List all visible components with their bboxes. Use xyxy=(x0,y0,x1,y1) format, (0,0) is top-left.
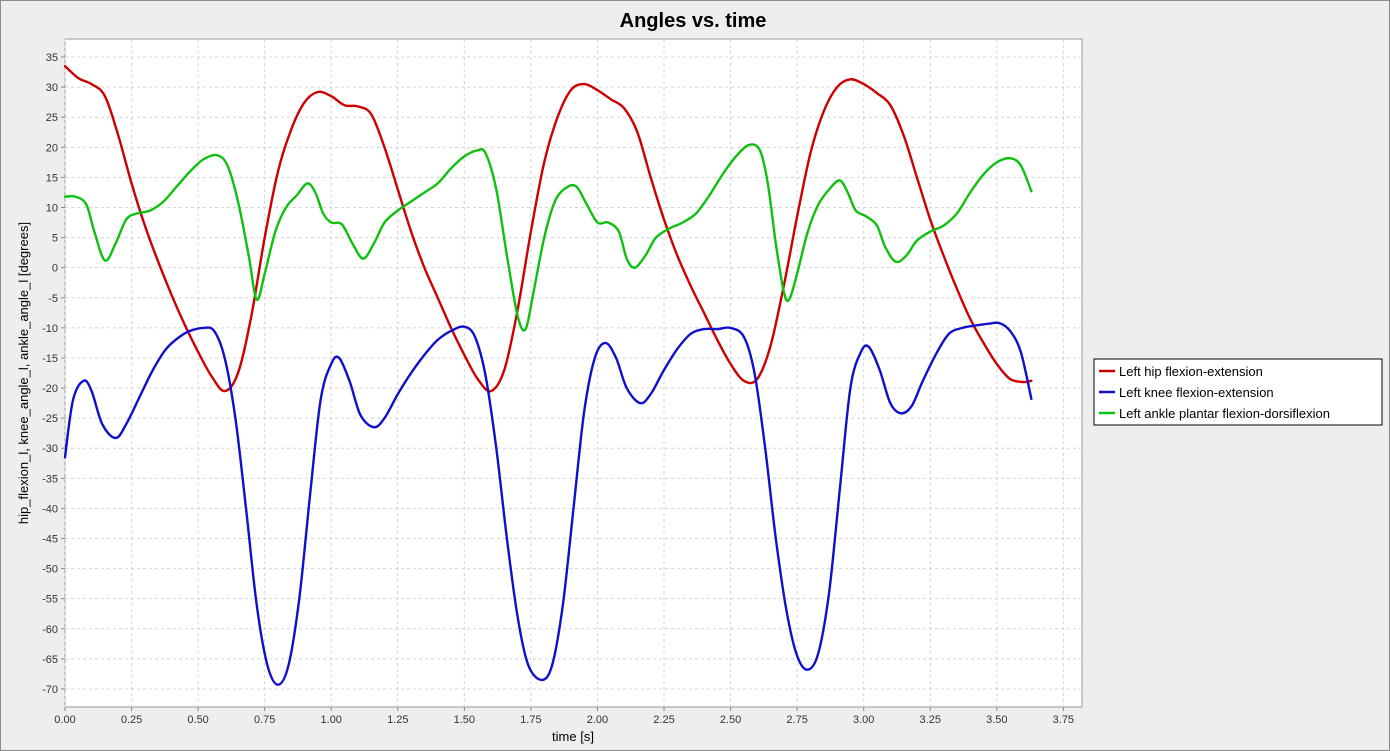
y-tick-label: -65 xyxy=(42,654,58,666)
y-tick-label: -50 xyxy=(42,564,58,576)
x-tick-label: 3.25 xyxy=(920,714,941,726)
series-group xyxy=(63,64,1033,686)
x-tick-label: 2.25 xyxy=(653,714,674,726)
x-tick-label: 1.75 xyxy=(520,714,541,726)
y-tick-label: -10 xyxy=(42,323,58,335)
y-tick-label: -60 xyxy=(42,624,58,636)
y-tick-label: 5 xyxy=(52,233,58,245)
x-tick-label: 3.75 xyxy=(1053,714,1074,726)
x-tick-label: 2.50 xyxy=(720,714,741,726)
y-tick-label: -15 xyxy=(42,353,58,365)
y-tick-label: 15 xyxy=(46,172,58,184)
series-line-knee xyxy=(63,321,1033,686)
x-tick-label: 3.50 xyxy=(986,714,1007,726)
y-tick-label: -30 xyxy=(42,443,58,455)
x-tick-label: 1.25 xyxy=(387,714,408,726)
y-tick-label: 0 xyxy=(52,263,58,275)
x-tick-label: 0.75 xyxy=(254,714,275,726)
legend-box xyxy=(1093,358,1383,426)
axes: 0.00 0.25 0.50 0.75 1.00 1.25 1.50 1.75 2.00 2.25… xyxy=(42,52,1074,726)
x-tick-label: 0.50 xyxy=(187,714,208,726)
y-tick-label: -20 xyxy=(42,383,58,395)
x-tick-label: 2.00 xyxy=(587,714,608,726)
y-tick-label: -45 xyxy=(42,533,58,545)
legend: Left hip flexion-extension Left knee fle… xyxy=(1093,358,1383,426)
y-tick-label: -35 xyxy=(42,473,58,485)
y-tick-label: 30 xyxy=(46,82,58,94)
x-tick-label: 1.00 xyxy=(321,714,342,726)
y-tick-label: 25 xyxy=(46,112,58,124)
y-axis-title: hip_flexion_l, knee_angle_l, ankle_angle… xyxy=(16,222,31,524)
grid xyxy=(64,39,1082,707)
y-tick-label: 10 xyxy=(46,203,58,215)
x-tick-label: 2.75 xyxy=(786,714,807,726)
legend-label-knee: Left knee flexion-extension xyxy=(1119,385,1274,400)
y-tick-label: -5 xyxy=(48,293,58,305)
plot-area xyxy=(64,38,1083,708)
x-tick-label: 3.00 xyxy=(853,714,874,726)
x-axis-title: time [s] xyxy=(552,729,594,744)
y-tick-label: -25 xyxy=(42,413,58,425)
y-tick-label: -40 xyxy=(42,503,58,515)
x-tick-label: 1.50 xyxy=(454,714,475,726)
y-tick-label: 20 xyxy=(46,142,58,154)
series-line-ankle xyxy=(63,143,1033,332)
y-tick-label: 35 xyxy=(46,52,58,64)
chart-title: Angles vs. time xyxy=(620,10,767,32)
y-tick-label: -70 xyxy=(42,684,58,696)
series-line-hip xyxy=(63,64,1033,393)
legend-label-ankle: Left ankle plantar flexion-dorsiflexion xyxy=(1119,406,1330,421)
legend-label-hip: Left hip flexion-extension xyxy=(1119,364,1263,379)
x-tick-label: 0.25 xyxy=(121,714,142,726)
x-tick-label: 0.00 xyxy=(54,714,75,726)
y-tick-label: -55 xyxy=(42,594,58,606)
